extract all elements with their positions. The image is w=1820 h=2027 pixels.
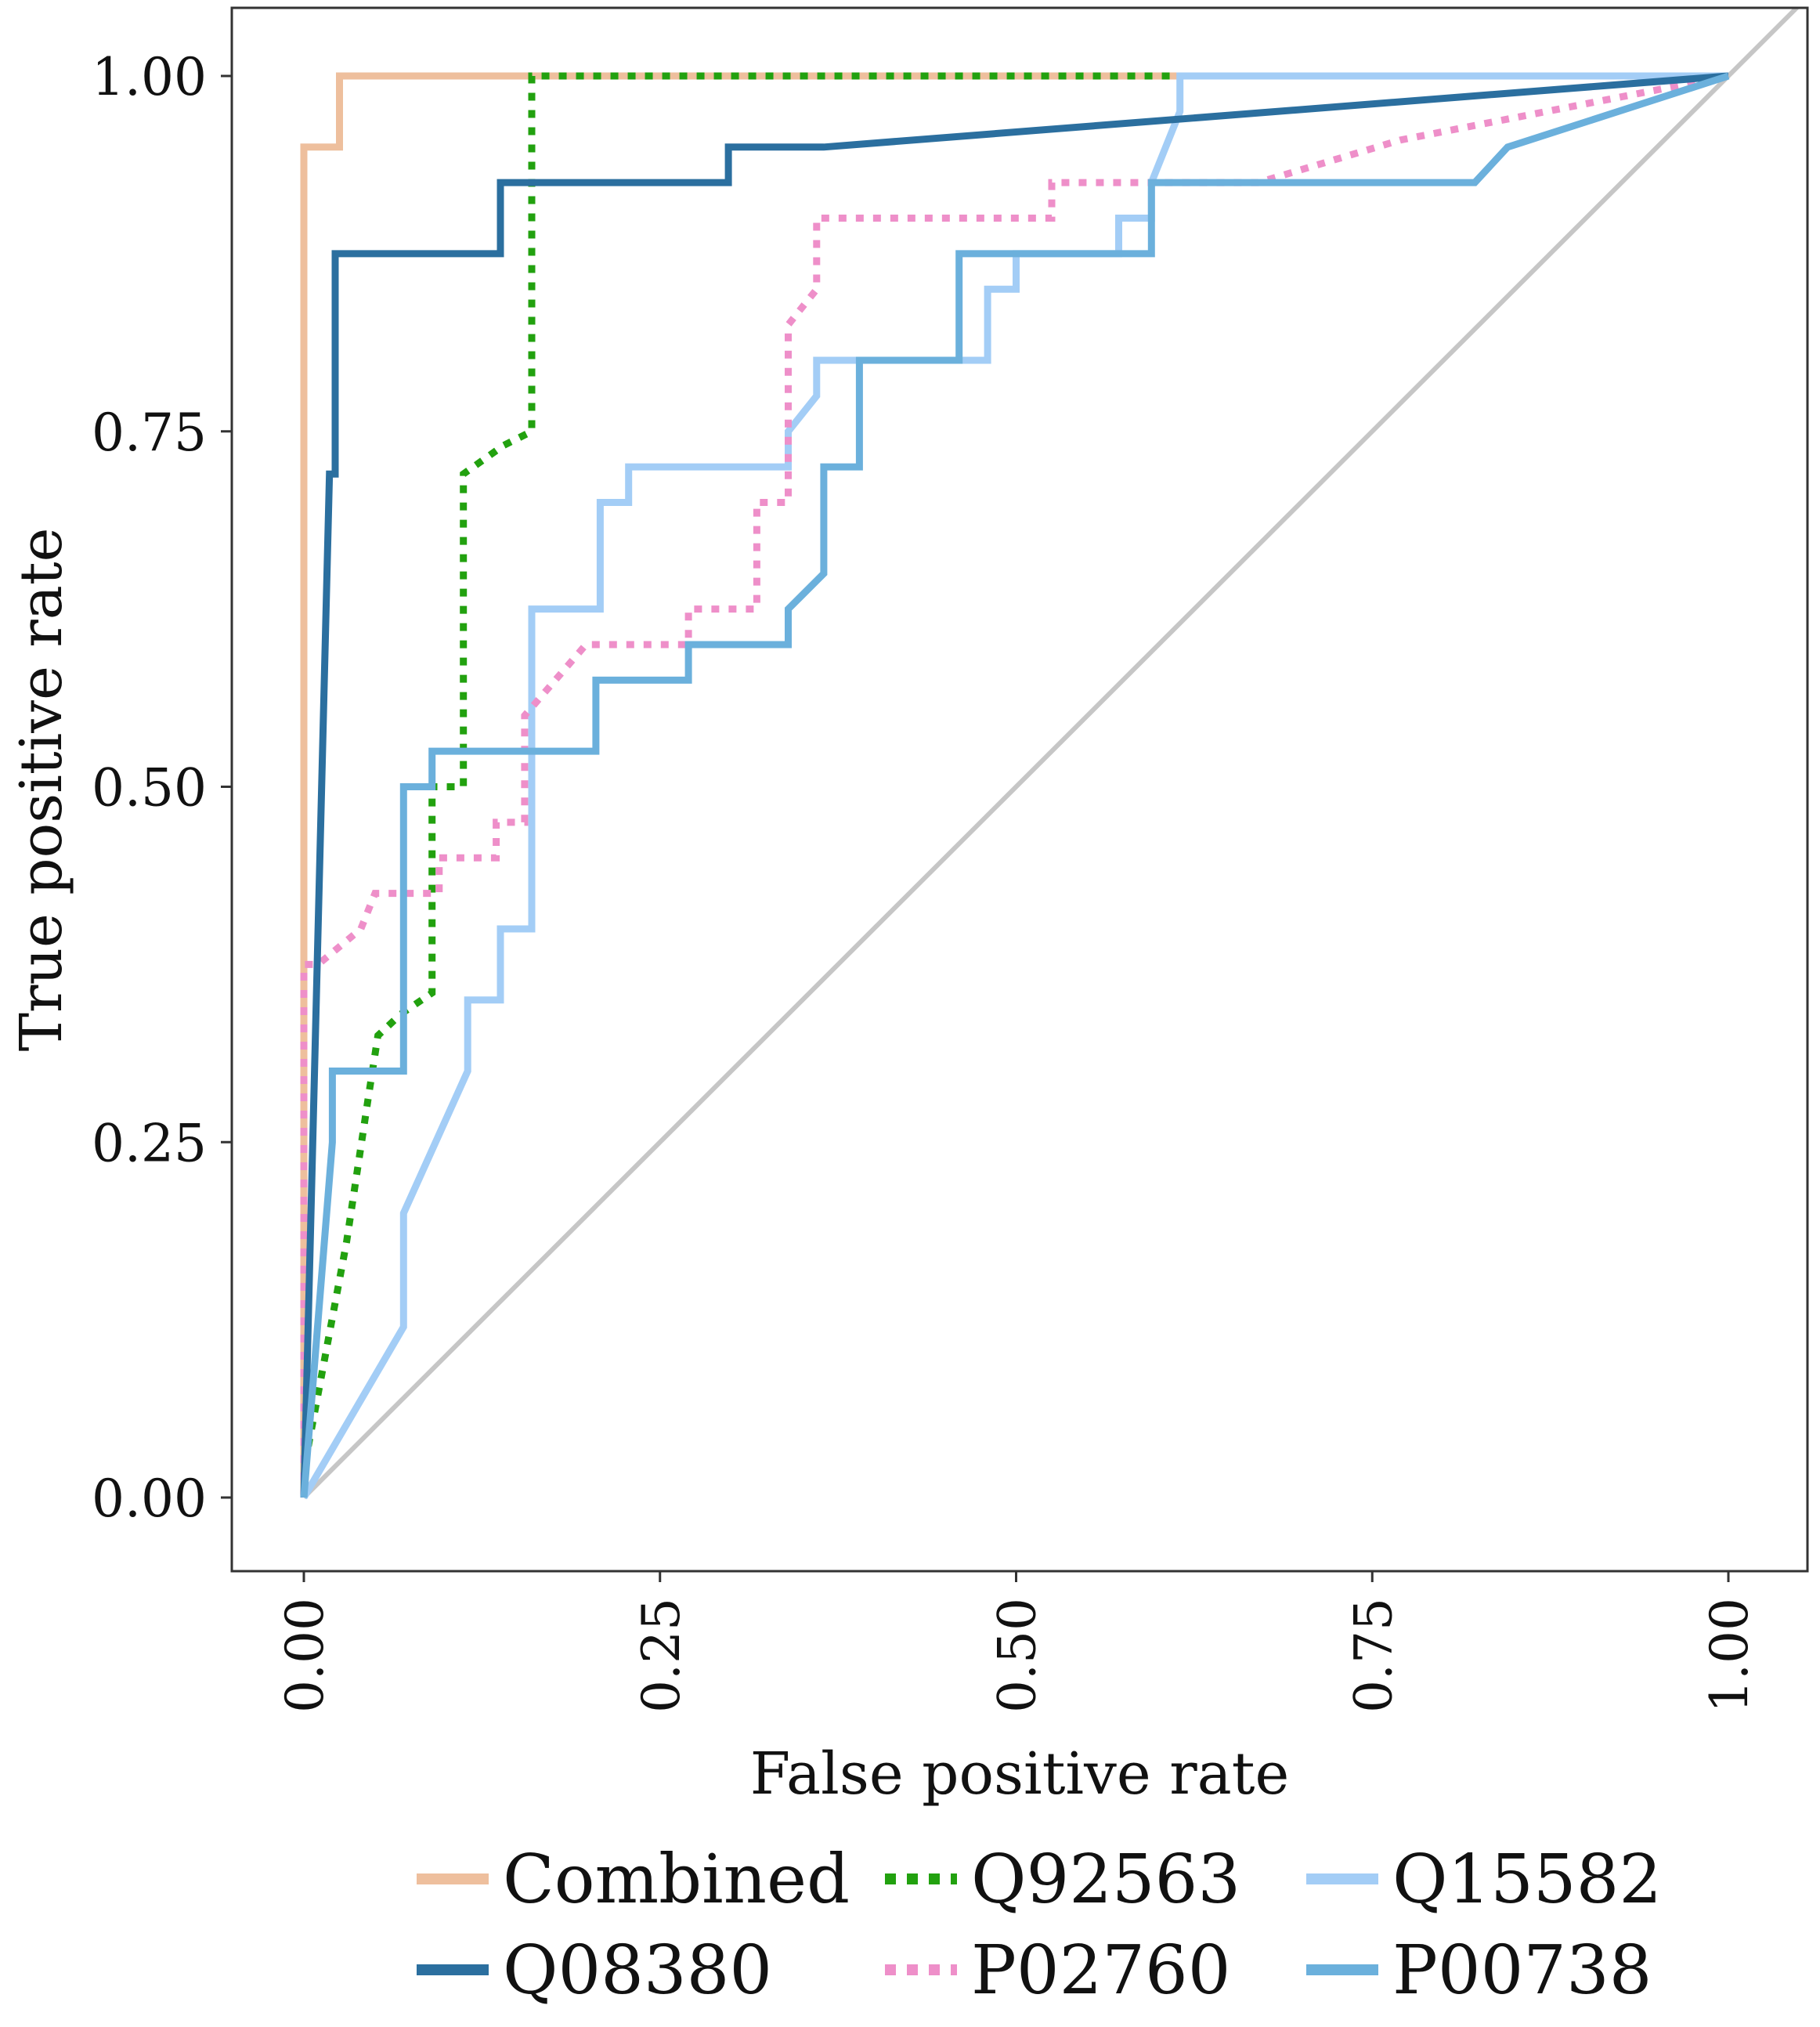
plot-frame (230, 6, 1809, 1573)
y-tick-label: 0.00 (92, 1469, 207, 1529)
legend-label-p02760: P02760 (971, 1931, 1230, 2010)
y-axis-title: True positive rate (8, 528, 75, 1052)
x-tick-label: 0.25 (631, 1598, 692, 1713)
legend-label-combined: Combined (503, 1841, 850, 1919)
series-line-p02760 (300, 72, 1729, 1498)
legend-label-p00738: P00738 (1392, 1931, 1652, 2010)
x-axis-title: False positive rate (750, 1740, 1290, 1808)
legend-item-q08380: Q08380 (417, 1931, 772, 2010)
legend-item-p00738: P00738 (1306, 1931, 1652, 2010)
legend-label-q92563: Q92563 (971, 1841, 1240, 1919)
series-line-q15582 (301, 72, 1728, 1500)
reference-diagonal-layer (302, 8, 1800, 1500)
x-tick-label: 0.50 (988, 1598, 1048, 1713)
x-axis-ticks: 0.00 0.25 0.50 0.75 1.00 (275, 1571, 1760, 1713)
reference-diagonal (302, 8, 1800, 1500)
y-tick-label: 0.50 (92, 758, 207, 818)
series-line-p00738 (300, 72, 1730, 1498)
x-tick-label: 0.75 (1343, 1598, 1403, 1713)
x-tick-label: 0.00 (275, 1598, 335, 1713)
x-tick-label: 1.00 (1699, 1598, 1760, 1713)
series-layer (300, 72, 1730, 1500)
legend-item-p02760: P02760 (885, 1931, 1230, 2010)
y-tick-label: 0.25 (92, 1113, 207, 1173)
legend: Combined Q92563 Q15582 Q08380 P02760 P00738 (417, 1841, 1662, 2010)
legend-label-q08380: Q08380 (503, 1931, 772, 2010)
legend-item-q92563: Q92563 (885, 1841, 1240, 1919)
y-axis-ticks: 0.00 0.25 0.50 0.75 1.00 (92, 47, 232, 1529)
legend-item-q15582: Q15582 (1306, 1841, 1662, 1919)
legend-item-combined: Combined (417, 1841, 850, 1919)
legend-label-q15582: Q15582 (1392, 1841, 1662, 1919)
series-line-combined (300, 72, 1728, 1498)
y-tick-label: 0.75 (92, 403, 207, 463)
series-line-q08380 (300, 72, 1729, 1498)
y-tick-label: 1.00 (92, 47, 207, 107)
